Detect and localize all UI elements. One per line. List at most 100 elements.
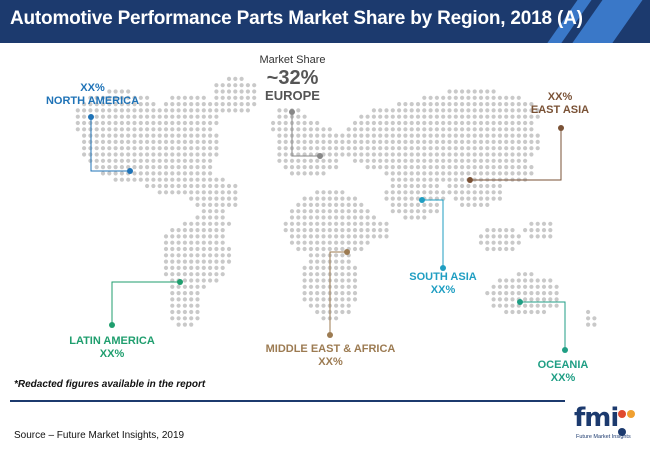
map-dot [390,139,395,144]
map-dot [466,95,471,100]
map-dot [478,158,484,163]
map-dot [397,139,402,144]
map-dot [94,102,99,107]
map-dot [107,95,112,100]
map-dot [214,108,219,113]
map-dot [403,152,408,157]
map-dot [327,221,332,226]
map-dot [233,108,238,113]
map-dot [466,171,471,176]
map-dot [447,120,452,126]
map-dot [176,165,181,170]
map-dot [296,120,301,126]
map-dot [220,215,225,220]
map-dot [163,158,169,163]
map-dot [208,209,213,214]
map-dot [176,309,181,315]
map-dot [157,171,162,176]
map-dot [82,139,87,144]
redacted-note: *Redacted figures available in the repor… [14,379,206,390]
map-dot [334,246,339,252]
map-dot [460,139,465,144]
map-dot [504,114,509,119]
map-dot [163,152,169,157]
map-dot [403,133,408,138]
map-dot [516,108,521,113]
map-dot [466,108,471,113]
map-dot [201,234,206,239]
map-dot [157,177,162,182]
map-dot [182,102,187,107]
map-dot [485,127,490,132]
map-dot [283,114,288,119]
map-dot [441,102,446,107]
map-dot [441,127,446,132]
map-dot [94,95,99,100]
map-dot [283,127,288,132]
map-dot [277,120,282,126]
map-dot [145,177,150,182]
map-dot [428,152,433,157]
map-dot [182,171,187,176]
map-dot [460,133,465,138]
fmi-logo: fmi Future Market Insights [574,403,640,445]
map-dot [434,177,439,182]
map-dot [321,146,326,151]
map-dot [302,246,307,252]
map-dot [497,102,502,107]
map-dot [478,120,484,126]
map-dot [340,152,345,157]
leader-line-europe [291,112,320,157]
map-dot [208,133,213,138]
map-dot [548,228,553,233]
map-dot [422,139,427,144]
map-dot [132,102,137,107]
map-dot [296,240,301,245]
map-dot [182,259,187,264]
map-dot [94,127,99,132]
map-dot [100,146,106,151]
map-dot [100,171,106,176]
map-dot [327,139,332,144]
map-dot [371,146,376,151]
map-dot [163,114,169,119]
map-dot [195,139,200,144]
map-dot [403,114,408,119]
map-dot [75,127,80,132]
map-dot [321,240,326,245]
map-dot [138,152,143,157]
label-east-asia: XX% EAST ASIA [525,91,595,117]
map-dot [434,133,439,138]
map-dot [126,139,131,144]
map-dot [510,120,515,126]
map-dot [472,171,477,176]
north-america-name: NORTH AMERICA [45,95,140,107]
map-dot [516,234,521,239]
map-dot [535,146,540,151]
map-dot [308,291,313,296]
map-dot [170,95,175,100]
map-dot [321,278,326,283]
map-dot [132,120,137,126]
map-dot [208,165,213,170]
map-dot [510,234,515,239]
map-dot [289,228,295,233]
map-dot [397,127,402,132]
map-dot [441,152,446,157]
map-dot [497,297,502,302]
map-dot [403,146,408,151]
map-dot [516,309,521,315]
map-dot [485,158,490,163]
map-dot [308,133,313,138]
map-dot [233,102,238,107]
map-dot [497,158,502,163]
map-dot [453,139,458,144]
leader-dot-east-asia [467,177,473,183]
map-dot [390,190,395,195]
map-dot [384,120,389,126]
leader-lines [88,109,568,353]
map-dot [138,139,143,144]
map-dot [352,240,358,245]
map-dot [409,102,414,107]
map-dot [315,133,320,138]
